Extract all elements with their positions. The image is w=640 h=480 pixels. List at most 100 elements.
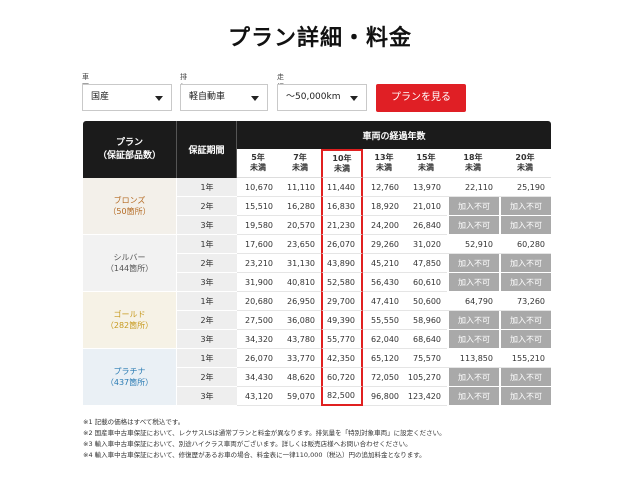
table-row: シルバー （144箇所） 1年 17,600 23,650 26,070 29,260 31,… <box>83 235 551 292</box>
price-cell: 22,110 <box>447 178 499 197</box>
age-column-label: 13年 <box>374 153 394 162</box>
unavailable-cell: 加入不可 <box>447 216 499 235</box>
price-cell: 82,500 <box>321 387 363 406</box>
period-cell: 3年 <box>177 330 237 349</box>
caret-down-icon <box>251 96 259 101</box>
table-row: ゴールド （282箇所） 1年 20,680 26,950 29,700 47,410 50,… <box>83 292 551 349</box>
plan-parts: （144箇所） <box>105 264 154 273</box>
price-cell: 20,570 <box>279 216 321 235</box>
period-cell: 1年 <box>177 292 237 311</box>
price-table: プラン （保証部品数） 保証期間 車両の経過年数 5年 未満 7年 未満 10年 未満 13年 未満 1… <box>83 121 551 406</box>
price-cell: 75,570 <box>405 349 447 368</box>
period-cell: 2年 <box>177 197 237 216</box>
unavailable-cell: 加入不可 <box>499 330 551 349</box>
price-cell: 96,800 <box>363 387 405 406</box>
plan-header-line: プラン <box>115 137 143 148</box>
age-column-label: 未満 <box>292 163 308 172</box>
plan-header-line: （保証部品数） <box>97 150 161 161</box>
price-cell: 21,010 <box>405 197 447 216</box>
price-cell: 50,600 <box>405 292 447 311</box>
price-cell: 16,280 <box>279 197 321 216</box>
table-row: 2年 15,510 16,280 16,830 18,920 21,010 加入不可 加入不可 <box>83 197 551 216</box>
plan-header: プラン （保証部品数） <box>83 121 177 178</box>
price-cell: 73,260 <box>499 292 551 311</box>
plan-cell: プラチナ （437箇所） <box>83 349 177 406</box>
caret-down-icon <box>350 96 358 101</box>
unavailable-cell: 加入不可 <box>447 197 499 216</box>
price-cell: 29,700 <box>321 292 363 311</box>
footnote: ※3 輸入車中古車保証において、別途ハイクラス車両がございます。詳しくは販売店様… <box>83 440 412 448</box>
price-cell: 26,070 <box>321 235 363 254</box>
price-cell: 26,840 <box>405 216 447 235</box>
price-cell: 52,910 <box>447 235 499 254</box>
age-column-label: 未満 <box>418 163 434 172</box>
price-cell: 33,770 <box>279 349 321 368</box>
displacement-select[interactable]: 軽自動車 <box>180 84 268 111</box>
plan-parts: （437箇所） <box>105 378 154 387</box>
plan-cell: シルバー （144箇所） <box>83 235 177 292</box>
price-cell: 36,080 <box>279 311 321 330</box>
price-cell: 60,610 <box>405 273 447 292</box>
plan-parts: （282箇所） <box>105 321 154 330</box>
vehicle-category-filter: 車両区分 国産 <box>82 72 172 112</box>
period-cell: 1年 <box>177 235 237 254</box>
plan-name: シルバー <box>113 253 146 262</box>
price-cell: 27,500 <box>237 311 279 330</box>
price-cell: 43,780 <box>279 330 321 349</box>
period-cell: 3年 <box>177 387 237 406</box>
price-cell: 23,650 <box>279 235 321 254</box>
price-cell: 31,130 <box>279 254 321 273</box>
age-column-header: 5年 未満 <box>237 149 279 178</box>
view-plan-button[interactable]: プランを見る <box>376 84 466 112</box>
price-cell: 34,320 <box>237 330 279 349</box>
price-cell: 60,720 <box>321 368 363 387</box>
price-cell: 26,950 <box>279 292 321 311</box>
unavailable-cell: 加入不可 <box>499 368 551 387</box>
age-column-label: 10年 <box>332 154 352 163</box>
age-column-label: 7年 <box>293 153 307 162</box>
plan-name: プラチナ <box>113 367 146 376</box>
price-cell: 49,390 <box>321 311 363 330</box>
price-cell: 68,640 <box>405 330 447 349</box>
period-cell: 1年 <box>177 178 237 197</box>
price-cell: 48,620 <box>279 368 321 387</box>
age-column-label: 未満 <box>334 164 350 173</box>
mileage-value: ～50,000km <box>286 92 341 102</box>
period-cell: 2年 <box>177 254 237 273</box>
price-cell: 56,430 <box>363 273 405 292</box>
price-cell: 45,210 <box>363 254 405 273</box>
mileage-filter: 走行距離 ～50,000km <box>277 72 367 112</box>
footnotes: ※1 記載の価格はすべて税込です。 ※2 国産車中古車保証において、レクサスLS… <box>83 417 446 461</box>
price-cell: 52,580 <box>321 273 363 292</box>
vehicle-category-select[interactable]: 国産 <box>82 84 172 111</box>
mileage-select[interactable]: ～50,000km <box>277 84 367 111</box>
unavailable-cell: 加入不可 <box>447 311 499 330</box>
unavailable-cell: 加入不可 <box>447 273 499 292</box>
years-header: 車両の経過年数 <box>237 121 551 149</box>
price-cell: 43,890 <box>321 254 363 273</box>
unavailable-cell: 加入不可 <box>447 387 499 406</box>
price-cell: 113,850 <box>447 349 499 368</box>
table-row: ブロンズ （50箇所） 1年 10,670 11,110 11,440 12,760 13,9… <box>83 178 551 235</box>
unavailable-cell: 加入不可 <box>499 311 551 330</box>
price-cell: 24,200 <box>363 216 405 235</box>
footnote: ※4 輸入車中古車保証において、修復歴があるお車の場合、料金表に一律110,00… <box>83 451 426 459</box>
price-cell: 16,830 <box>321 197 363 216</box>
age-column-header: 18年 未満 <box>447 149 499 178</box>
period-cell: 1年 <box>177 349 237 368</box>
age-column-label: 未満 <box>376 163 392 172</box>
price-cell: 25,190 <box>499 178 551 197</box>
price-cell: 42,350 <box>321 349 363 368</box>
price-cell: 15,510 <box>237 197 279 216</box>
price-cell: 21,230 <box>321 216 363 235</box>
price-cell: 47,410 <box>363 292 405 311</box>
price-cell: 64,790 <box>447 292 499 311</box>
table-row: 3年 19,580 20,570 21,230 24,200 26,840 加入不可 加入不可 <box>83 216 551 235</box>
unavailable-cell: 加入不可 <box>499 273 551 292</box>
price-cell: 105,270 <box>405 368 447 387</box>
plan-cell: ゴールド （282箇所） <box>83 292 177 349</box>
price-cell: 34,430 <box>237 368 279 387</box>
table-row: 2年 23,210 31,130 43,890 45,210 47,850 加入不可 加入不可 <box>83 254 551 273</box>
plan-cell: ブロンズ （50箇所） <box>83 178 177 235</box>
vehicle-category-value: 国産 <box>91 92 110 102</box>
